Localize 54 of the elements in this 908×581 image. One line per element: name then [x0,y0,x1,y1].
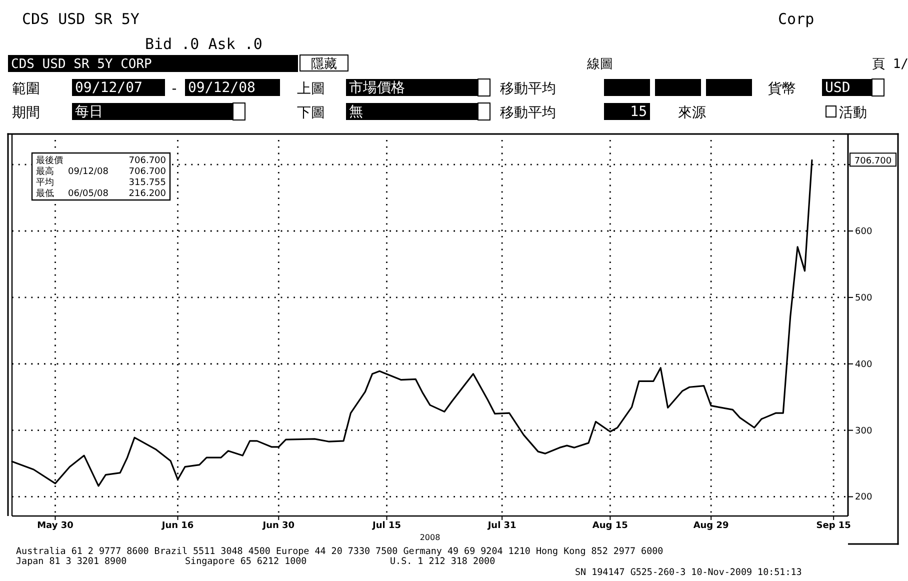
text: USD [825,80,850,96]
text: 頁 1/ [872,57,908,72]
text: 活動 [839,105,867,121]
text: U.S. 1 212 318 2000 [390,556,496,567]
text: 15 [630,104,647,120]
text: 線圖 [586,57,613,72]
x-tick-label: Sep 15 [816,521,851,531]
annotation: 09/12/08 [68,167,109,177]
text: Japan 81 3 3201 8900 [16,556,127,567]
text: 貨幣 [768,81,796,97]
text: 09/12/07 [75,80,142,96]
text: 09/12/08 [188,80,256,96]
y-tick-label: 500 [855,293,872,304]
text: 移動平均 [500,81,556,97]
x-tick-label: Jun 30 [262,521,295,531]
text: CDS USD SR 5Y CORP [11,57,152,72]
text: 範圍 [12,81,40,97]
y-tick-label: 300 [855,426,872,436]
text: 市場價格 [349,80,405,96]
x-tick-label: May 30 [37,521,74,531]
annotation: 315.755 [128,178,166,188]
annotation: 平均 [36,177,54,188]
y-tick-label: 400 [855,360,872,370]
x-tick-label: Jun 16 [160,521,194,531]
text: 來源 [678,105,706,121]
text: 下圖 [297,105,325,121]
text: 706.700 [854,156,892,167]
annotation: 06/05/08 [68,189,109,199]
text: 移動平均 [500,105,556,121]
text: 上圖 [297,81,325,97]
annotation: 706.700 [128,156,166,166]
text: - [170,81,178,97]
x-tick-label: Jul 31 [486,521,516,531]
x-tick-label: Aug 15 [592,521,628,531]
annotation: 最高 [36,166,54,177]
x-axis-title: 2008 [420,533,440,542]
text: 期間 [12,105,40,121]
chart-subtitle: Bid .0 Ask .0 [145,35,262,53]
text: 每日 [75,104,103,120]
annotation: 216.200 [128,189,166,199]
text: SN 194147 G525-260-3 10-Nov-2009 10:51:13 [575,567,802,578]
text: Singapore 65 6212 1000 [185,556,307,567]
text: Australia 61 2 9777 8600 Brazil 5511 3048 4500 Europe 44 20 7330 7500 Germany 49 69 9204 1210 Hong Kong 852 2977 6000 [16,546,664,557]
annotation: 最低 [36,188,54,199]
x-tick-label: Jul 15 [372,521,402,531]
x-tick-label: Aug 29 [693,521,729,531]
text: 隱藏 [311,57,337,72]
y-tick-label: 600 [855,227,872,238]
annotation: 最後價 [36,155,63,166]
annotation: 706.700 [128,167,166,177]
text: Corp [778,10,814,28]
text: 無 [349,104,363,120]
y-tick-label: 200 [855,492,872,503]
chart-title: CDS USD SR 5Y [22,10,140,28]
